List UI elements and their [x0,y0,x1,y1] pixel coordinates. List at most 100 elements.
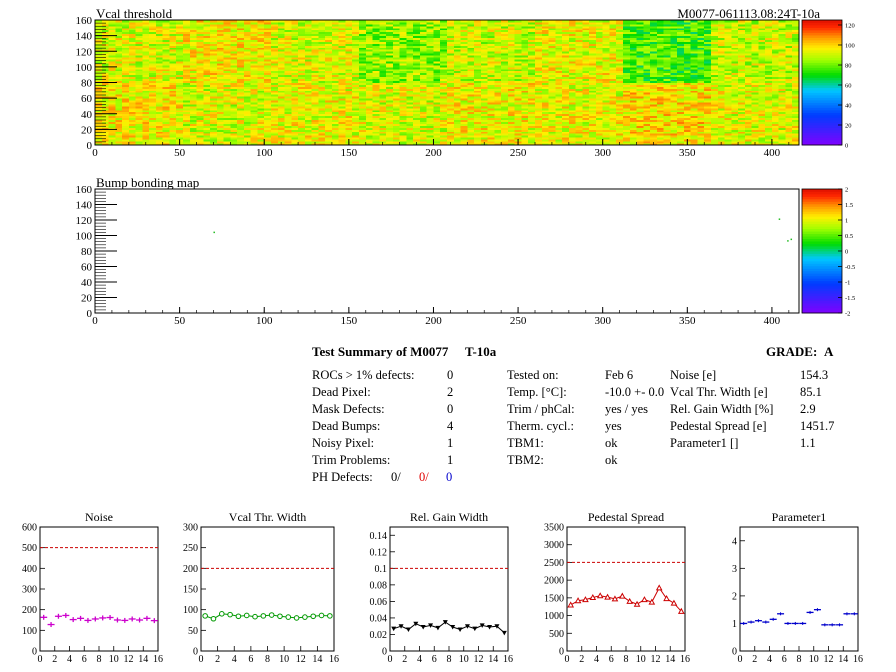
summary-plot-3: Pedestal Spread 0 500 1000 1500 2000 2500 3000 3… [544,510,690,665]
vcal-ytick: 140 [76,31,93,43]
data-point [663,595,670,602]
data-point [655,584,663,591]
summary-plot-xtick: 10 [459,654,469,665]
summary-plot-xtick: 2 [752,654,757,665]
data-point [596,592,604,599]
vcal-xtick: 150 [341,147,358,159]
vcal-ytick: 40 [81,109,93,121]
summary-plot-ytick: 0 [32,647,37,658]
summary-plot-title: Vcal Thr. Width [229,510,306,524]
summary-plot-xtick: 6 [248,654,253,665]
summary-plot-xtick: 6 [782,654,787,665]
summary-plot-xtick: 14 [138,654,148,665]
summary-plot-xtick: 16 [853,654,863,665]
vcal-colorbar-tick: 40 [845,103,852,110]
bump-ytick: 100 [76,231,93,243]
summary-plot-xtick: 8 [447,654,452,665]
summary-plot-xtick: 16 [680,654,690,665]
vcal-xtick: 50 [174,147,186,159]
summary-plot-ytick: 1500 [544,593,564,604]
data-point [589,593,597,601]
summary-plot-ytick: 0.12 [370,547,388,558]
bump-ytick: 60 [81,262,93,274]
data-point [435,625,441,631]
summary-plot-xtick: 2 [402,654,407,665]
data-point [442,620,448,625]
data-point [391,626,397,632]
summary-plot-xtick: 8 [797,654,802,665]
summary-plot-xtick: 12 [124,654,134,665]
summary-plot-xtick: 10 [809,654,819,665]
bump-colorbar-tick: -0.5 [845,264,855,271]
summary-plot-ytick: 3000 [544,540,564,551]
data-point [398,624,404,629]
summary-plot-xtick: 12 [296,654,306,665]
bump-colorbar-tick: -1.5 [845,295,855,302]
summary-plot-xtick: 4 [417,654,422,665]
summary-plot-ytick: 300 [183,523,198,534]
series-line [205,613,330,620]
data-point [450,625,456,630]
summary-plot-xtick: 2 [52,654,57,665]
summary-plot-ytick: 300 [22,585,37,596]
summary-plot-2: Rel. Gain Width 0 0.02 0.04 0.06 0.08 0.1 0.12 0… [370,510,514,665]
vcal-ytick: 160 [76,15,93,27]
bump-defect-1 [778,218,781,220]
summary-plot-xtick: 4 [767,654,772,665]
bump-ytick: 0 [87,308,93,320]
bump-ytick: 20 [81,293,93,305]
data-point [567,601,575,608]
data-point [472,626,478,632]
summary-plot-xtick: 2 [215,654,220,665]
vcal-colorbar-tick: 80 [845,63,852,70]
series-line [393,621,505,634]
bump-map-title: Bump bonding map [96,175,199,190]
data-point [428,623,434,628]
summary-plot-ytick: 100 [22,626,37,637]
vcal-threshold-map: Vcal threshold M0077-061113.08:24T-10a 0… [76,6,821,159]
vcal-heatmap-cells [95,20,800,146]
data-point [413,621,419,627]
summary-plot-xtick: 8 [97,654,102,665]
summary-plot-ytick: 500 [22,543,37,554]
vcal-colorbar-tick: 0 [845,143,848,150]
summary-plot-ytick: 0 [732,647,737,658]
data-point [633,600,641,607]
summary-plot-xtick: 16 [503,654,513,665]
data-point [626,597,634,604]
series-line [570,586,682,612]
data-point [582,596,589,603]
summary-plot-ytick: 150 [183,585,198,596]
data-point [202,613,208,619]
summary-plot-ytick: 4 [732,536,737,547]
bump-defect-3 [790,238,793,241]
summary-plot-ytick: 500 [549,629,564,640]
summary-plot-ytick: 50 [188,626,198,637]
vcal-colorbar: 0 20 40 60 80 100 120 [801,19,855,150]
bump-ytick: 140 [76,200,93,212]
summary-plot-ytick: 2500 [544,558,564,569]
summary-plot-xtick: 16 [153,654,163,665]
vcal-xtick: 400 [764,147,781,159]
data-point [611,595,619,602]
data-point [210,615,217,622]
bump-ytick: 120 [76,215,93,227]
data-point [235,613,242,620]
data-point [327,613,333,619]
vcal-colorbar-tick: 60 [845,83,852,90]
data-point [604,593,611,600]
summary-plot-ytick: 0.04 [370,613,388,624]
data-point [479,623,485,628]
bump-bonding-map: Bump bonding map 0 50 100 150 200 250 300 350 40… [76,175,800,327]
summary-plot-xtick: 16 [329,654,339,665]
bump-colorbar-tick: 0.5 [845,233,853,240]
summary-plot-ytick: 0.14 [370,531,388,542]
summary-plot-ytick: 3 [732,564,737,575]
summary-plot-xtick: 10 [636,654,646,665]
vcal-ytick: 0 [87,140,93,152]
summary-plot-xtick: 12 [474,654,484,665]
